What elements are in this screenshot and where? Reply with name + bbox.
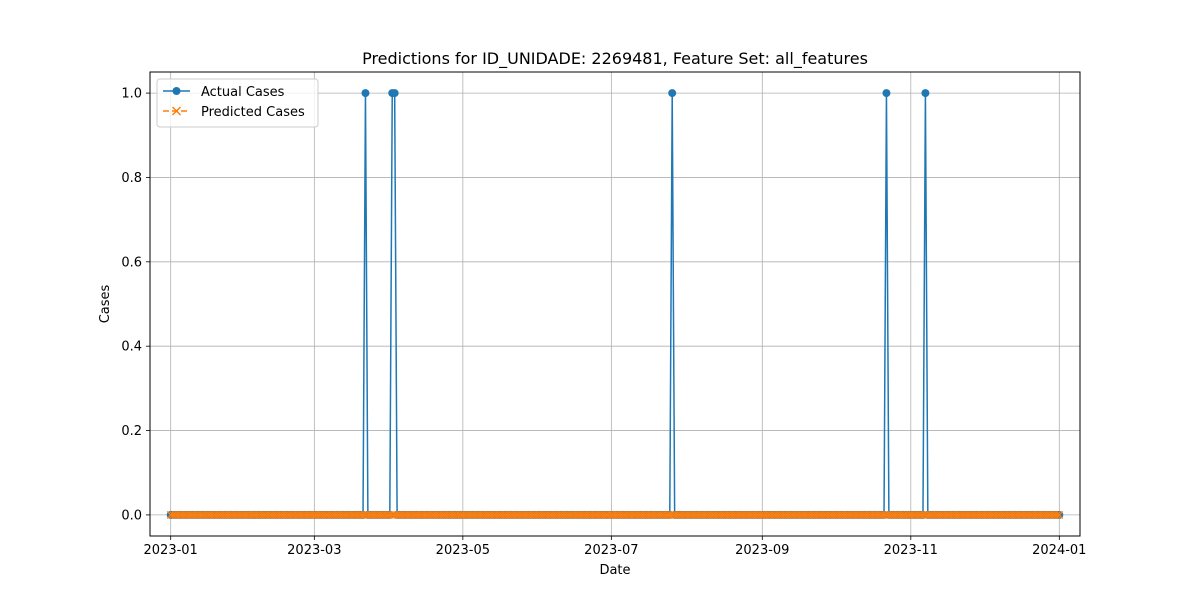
x-tick-label: 2024-01 [1032, 543, 1086, 558]
y-tick-label: 1.0 [121, 87, 142, 102]
series-layer [166, 89, 1064, 519]
x-tick-label: 2023-05 [436, 543, 490, 558]
legend-marker-actual [172, 87, 181, 95]
point-actual [361, 89, 370, 98]
series-line-actual [170, 92, 1060, 516]
x-tick-label: 2023-09 [735, 543, 789, 558]
x-tick-label: 2023-11 [884, 543, 938, 558]
y-tick-label: 0.2 [121, 424, 142, 439]
legend-marker-predicted [171, 106, 182, 116]
y-tick-label: 0.4 [121, 340, 142, 355]
point-actual [390, 89, 399, 98]
chart-title: Predictions for ID_UNIDADE: 2269481, Fea… [362, 49, 868, 69]
y-tick-label: 0.6 [121, 255, 142, 270]
point-predicted [1055, 510, 1064, 519]
legend-label-predicted: Predicted Cases [201, 105, 305, 120]
point-predicted [1052, 510, 1061, 519]
grid [150, 72, 1080, 536]
legend: Actual Cases Predicted Cases [156, 78, 319, 128]
legend-box [156, 78, 319, 128]
x-axis-label: Date [599, 563, 630, 578]
x-tick-label: 2023-07 [584, 543, 638, 558]
point-actual [668, 89, 677, 98]
point-actual [882, 89, 891, 98]
legend-label-actual: Actual Cases [201, 85, 285, 100]
y-tick-label: 0.0 [121, 508, 142, 523]
plot-frame [149, 71, 1081, 537]
y-axis-label: Cases [98, 284, 113, 323]
x-tick-label: 2023-01 [144, 543, 198, 558]
x-tick-label: 2023-03 [287, 543, 341, 558]
y-tick-label: 0.8 [121, 171, 142, 186]
axis-ticks: 2023-01 2023-03 2023-05 2023-07 2023-09 2023-… [121, 87, 1086, 558]
point-actual [921, 89, 930, 98]
